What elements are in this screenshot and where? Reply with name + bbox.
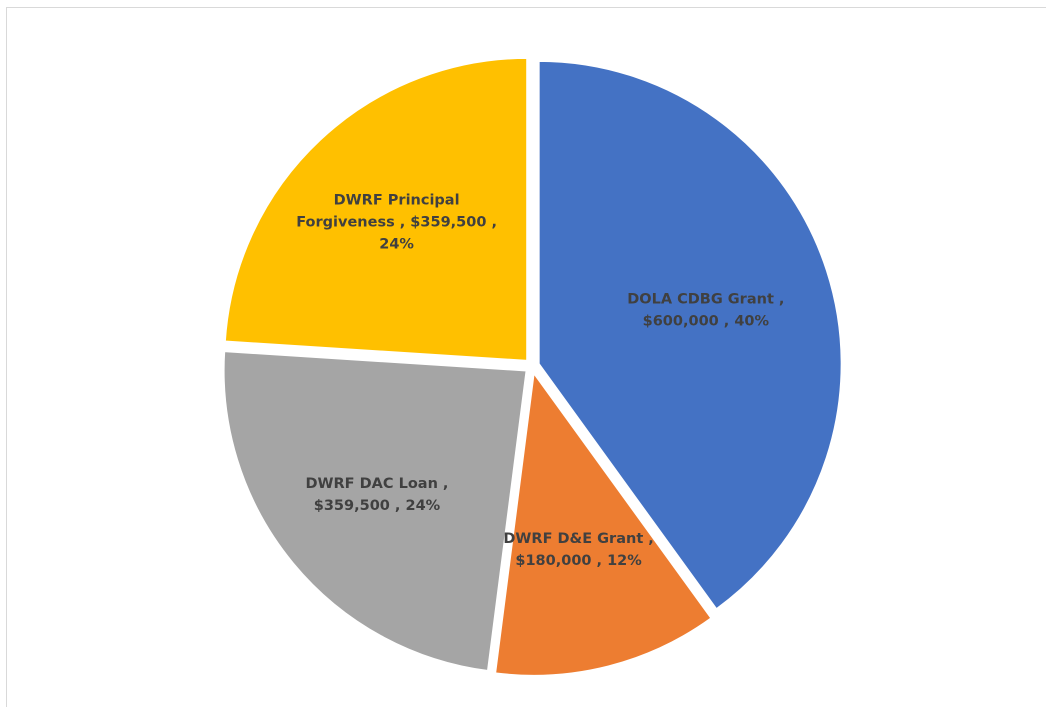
slice-label-line: DOLA CDBG Grant , xyxy=(627,292,784,308)
pie-slice-dwrf-dac-loan xyxy=(222,350,528,673)
slice-label-line: DWRF D&E Grant , xyxy=(503,531,653,547)
slice-label-line: $359,500 , 24% xyxy=(314,498,441,514)
slice-label-dwrf-d-e-grant: DWRF D&E Grant , $180,000 , 12% xyxy=(503,531,653,569)
chart-frame xyxy=(6,7,1046,707)
pie-slices xyxy=(222,56,843,677)
slice-label-line: $180,000 , 12% xyxy=(515,553,642,569)
slice-label-dwrf-dac-loan: DWRF DAC Loan , $359,500 , 24% xyxy=(305,476,448,514)
slice-label-line: Forgiveness , $359,500 , xyxy=(296,215,497,231)
slice-label-dwrf-principal-forgiveness: DWRF Principal Forgiveness , $359,500 , 24… xyxy=(296,193,497,253)
slice-label-line: $600,000 , 40% xyxy=(643,314,770,330)
slice-label-line: 24% xyxy=(379,237,414,253)
slice-label-dola-cdbg-grant: DOLA CDBG Grant , $600,000 , 40% xyxy=(627,292,784,330)
pie-slice-dwrf-d-e-grant xyxy=(493,370,713,677)
slice-label-line: DWRF DAC Loan , xyxy=(305,476,448,492)
pie-slice-dola-cdbg-grant xyxy=(537,59,843,611)
pie-labels: DOLA CDBG Grant , $600,000 , 40% DWRF D&E … xyxy=(296,193,784,569)
pie-slice-dwrf-principal-forgiveness xyxy=(223,56,529,362)
slice-label-line: DWRF Principal xyxy=(334,193,460,209)
